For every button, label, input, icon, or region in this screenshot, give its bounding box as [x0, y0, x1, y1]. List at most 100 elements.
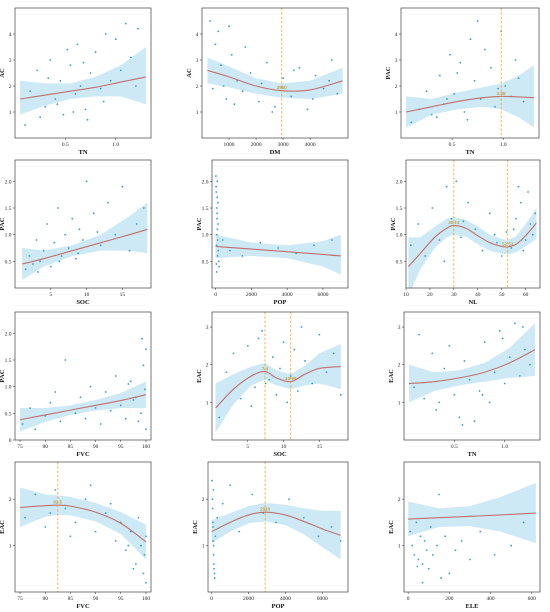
- data-point: [531, 233, 534, 236]
- confidence-band: [408, 482, 536, 544]
- threshold-label: 7.4: [262, 366, 269, 371]
- data-point: [417, 558, 420, 561]
- data-point: [290, 95, 293, 98]
- data-point: [325, 371, 328, 374]
- data-point: [102, 100, 105, 103]
- y-tick-label: 3: [9, 58, 12, 64]
- y-tick-label: 2.0: [202, 179, 209, 185]
- data-point: [496, 241, 498, 244]
- x-axis-label: NL: [468, 299, 478, 306]
- data-point: [473, 79, 476, 82]
- y-tick-label: 2: [9, 84, 12, 90]
- data-point: [54, 488, 57, 491]
- y-axis-label: PAC: [385, 66, 392, 79]
- x-tick-label: 0.5: [449, 142, 456, 148]
- data-point: [141, 337, 143, 340]
- data-point: [99, 87, 102, 90]
- data-point: [501, 337, 504, 340]
- data-point: [448, 344, 451, 347]
- data-point: [239, 397, 242, 400]
- panel-2: 2950 1000 2000 3000 4000 1 2 3 4 DM AC: [186, 7, 349, 156]
- data-point: [418, 333, 421, 336]
- data-point: [468, 378, 471, 381]
- data-point: [54, 391, 57, 393]
- panel-1: 0.5 1.0 1 2 3 4 TN AC: [0, 7, 152, 156]
- panel-frame: [14, 461, 152, 593]
- data-point: [216, 212, 219, 215]
- x-tick-label: 1.0: [500, 142, 507, 148]
- data-point: [298, 66, 301, 69]
- data-point: [332, 352, 335, 355]
- fit-curve: [207, 69, 343, 92]
- fit-curve: [215, 245, 341, 257]
- data-point: [99, 244, 102, 247]
- data-point: [104, 33, 107, 35]
- x-axis-label: SOC: [273, 451, 287, 458]
- panel-3: 0.98 0.5 1.0 1 2 3 4 TN PAC: [385, 7, 540, 156]
- data-point: [221, 239, 224, 241]
- data-point: [514, 59, 517, 61]
- data-point: [410, 121, 413, 124]
- data-point: [438, 493, 440, 496]
- data-point: [443, 367, 446, 370]
- y-tick-label: 1.5: [5, 358, 12, 364]
- data-point: [124, 417, 127, 420]
- data-point: [254, 386, 256, 389]
- data-point: [478, 390, 481, 392]
- panel-6: 30.14 52.53 10 20 30 40 50 60 0.5 1.0 1.5 2.0 NL PAC: [390, 159, 541, 306]
- data-point: [313, 244, 315, 247]
- threshold-label: 52.53: [502, 241, 514, 246]
- data-point: [524, 239, 527, 241]
- data-point: [488, 401, 491, 404]
- data-point: [86, 118, 89, 121]
- x-tick-label: 1.0: [112, 142, 119, 148]
- data-point: [417, 223, 419, 225]
- data-point: [493, 371, 496, 374]
- confidence-band: [408, 208, 537, 288]
- data-point: [137, 27, 139, 30]
- y-tick-label: 2: [206, 363, 209, 369]
- data-point: [31, 263, 34, 265]
- data-point: [257, 100, 260, 103]
- data-point: [132, 567, 135, 570]
- data-point: [225, 98, 228, 100]
- x-axis-label: TN: [467, 451, 476, 458]
- confidence-band: [22, 202, 148, 280]
- data-point: [114, 38, 117, 41]
- data-point: [29, 90, 32, 93]
- data-point: [37, 271, 39, 273]
- data-point: [34, 428, 37, 431]
- data-point: [140, 544, 142, 547]
- x-tick-label: 1.0: [501, 444, 508, 450]
- data-point: [467, 201, 470, 204]
- panel-frame: [405, 159, 541, 289]
- data-point: [211, 87, 214, 90]
- data-point: [60, 255, 63, 257]
- data-point: [429, 526, 432, 528]
- y-tick-label: 3: [395, 58, 398, 64]
- data-point: [129, 56, 132, 59]
- data-point: [534, 212, 537, 215]
- panel-frame: [211, 159, 349, 289]
- data-point: [59, 420, 62, 423]
- data-point: [114, 375, 117, 377]
- panel-plot-area: [408, 482, 536, 584]
- x-tick-label: 15: [317, 444, 323, 450]
- panel-frame: [400, 7, 540, 139]
- data-point: [259, 241, 262, 244]
- data-point: [282, 341, 285, 344]
- y-tick-label: 1: [202, 544, 205, 550]
- data-point: [435, 408, 438, 411]
- data-point: [24, 124, 26, 126]
- data-point: [143, 553, 146, 556]
- fit-curve: [408, 512, 536, 520]
- data-point: [64, 507, 67, 510]
- data-point: [431, 553, 434, 556]
- data-point: [79, 85, 82, 87]
- y-axis-label: AC: [186, 68, 193, 78]
- data-point: [494, 105, 496, 108]
- data-point: [220, 64, 222, 67]
- panel-plot-area: [215, 175, 341, 275]
- y-axis-label: PAC: [390, 217, 397, 230]
- data-point: [84, 417, 87, 420]
